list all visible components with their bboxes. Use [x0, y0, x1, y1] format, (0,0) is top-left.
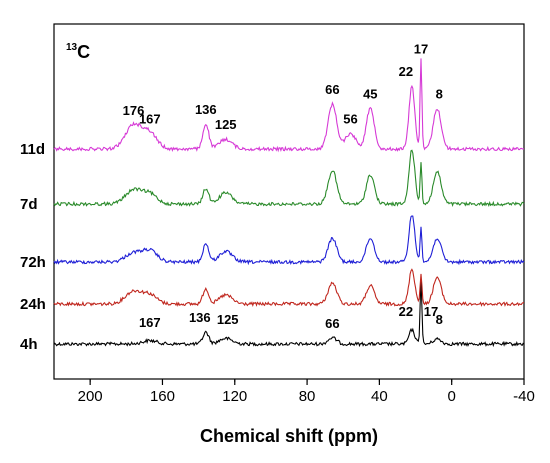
peak-label-4h-167: 167 [139, 315, 161, 330]
x-axis: 200 160 120 80 40 0 -40 [78, 379, 535, 405]
peak-label-4h-8: 8 [436, 312, 443, 327]
x-tick-label-0: 0 [448, 388, 456, 405]
x-tick-label-160: 160 [150, 388, 175, 405]
series-label-24h: 24h [20, 296, 46, 313]
x-tick-label-120: 120 [222, 388, 247, 405]
peak-label-4h-125: 125 [217, 312, 239, 327]
spectrum-line-7d [53, 149, 525, 208]
x-tick-label-40: 40 [371, 388, 388, 405]
peak-label-11d-45: 45 [363, 86, 377, 101]
plot-frame [53, 23, 525, 380]
peak-label-4h-17: 17 [424, 304, 438, 319]
x-tick-label-200: 200 [78, 388, 103, 405]
peak-label-11d-125: 125 [215, 117, 237, 132]
x-tick-label--40: -40 [513, 388, 535, 405]
peak-label-11d-22: 22 [399, 64, 413, 79]
nucleus-superscript: 13 [66, 42, 78, 53]
spectrum-line-24h [53, 268, 524, 307]
peak-label-4h-66: 66 [325, 316, 339, 331]
spectrum-line-72h [53, 215, 525, 266]
x-axis-title: Chemical shift (ppm) [200, 426, 378, 446]
peak-label-11d-66: 66 [325, 82, 339, 97]
spectra-group [53, 58, 525, 348]
peak-label-4h-136: 136 [189, 310, 211, 325]
series-label-7d: 7d [20, 196, 38, 213]
series-label-72h: 72h [20, 254, 46, 271]
series-label-4h: 4h [20, 336, 38, 353]
spectrum-line-4h [53, 278, 525, 348]
peak-label-11d-167: 167 [139, 112, 161, 127]
peak-label-11d-56: 56 [343, 112, 357, 127]
peak-label-11d-176: 176 [123, 103, 145, 118]
nucleus-label: 13C [66, 42, 90, 62]
peak-label-11d-8: 8 [436, 86, 443, 101]
series-label-11d: 11d [20, 141, 45, 158]
spectrum-line-11d [53, 58, 525, 153]
peak-label-11d-136: 136 [195, 102, 217, 117]
nucleus-symbol: C [77, 42, 90, 62]
peak-label-11d-17: 17 [414, 41, 428, 56]
x-tick-label-80: 80 [299, 388, 316, 405]
peak-label-4h-22: 22 [399, 304, 413, 319]
